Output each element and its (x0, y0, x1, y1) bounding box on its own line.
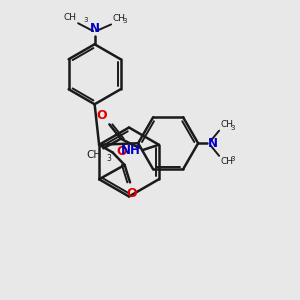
Text: O: O (116, 146, 127, 158)
Text: 3: 3 (230, 156, 235, 162)
Text: CH: CH (220, 157, 233, 166)
Text: 3: 3 (83, 17, 88, 23)
Text: CH: CH (113, 14, 126, 23)
Text: CH: CH (220, 120, 233, 130)
Text: CH: CH (86, 150, 102, 160)
Text: 3: 3 (106, 154, 111, 163)
Text: O: O (96, 109, 107, 122)
Text: N: N (208, 137, 218, 150)
Text: N: N (90, 22, 100, 35)
Text: NH: NH (121, 144, 141, 157)
Text: 3: 3 (230, 125, 235, 131)
Text: O: O (126, 187, 136, 200)
Text: 3: 3 (122, 18, 127, 24)
Text: CH: CH (64, 13, 76, 22)
